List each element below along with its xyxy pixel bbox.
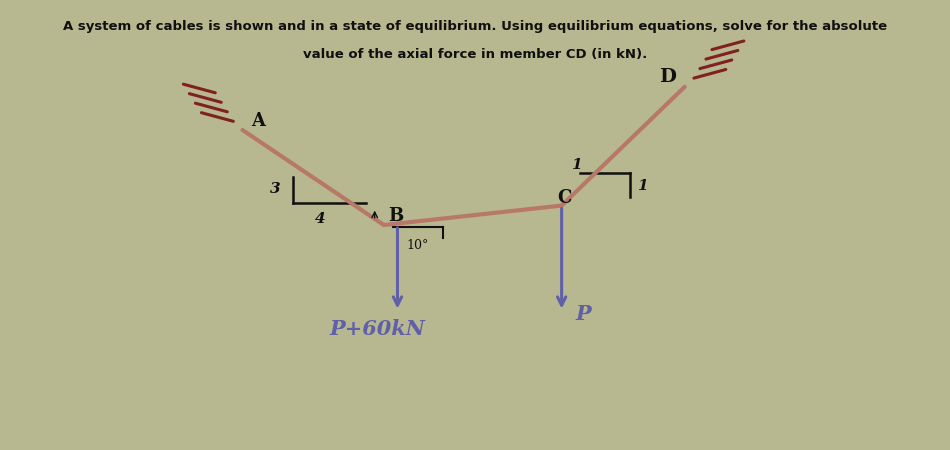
Text: 1: 1 — [571, 158, 581, 172]
Text: C: C — [557, 189, 572, 207]
Text: A: A — [252, 112, 266, 130]
Text: P: P — [576, 304, 591, 324]
Text: 1: 1 — [637, 179, 648, 193]
Text: B: B — [389, 207, 404, 225]
Text: P+60kN: P+60kN — [329, 319, 425, 339]
Text: A system of cables is shown and in a state of equilibrium. Using equilibrium equ: A system of cables is shown and in a sta… — [63, 20, 887, 33]
Text: 10°: 10° — [407, 239, 429, 252]
Text: 3: 3 — [270, 182, 280, 196]
Text: value of the axial force in member CD (in kN).: value of the axial force in member CD (i… — [303, 48, 647, 61]
Text: D: D — [659, 68, 676, 86]
Text: 4: 4 — [314, 212, 325, 226]
